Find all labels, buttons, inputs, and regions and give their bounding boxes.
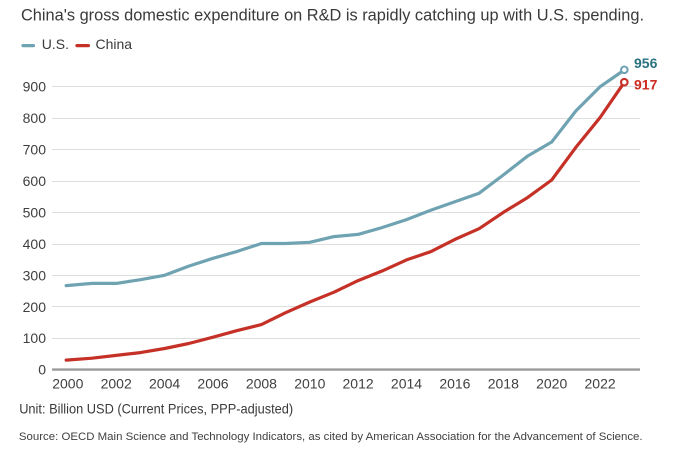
svg-text:China's gross domestic expendi: China's gross domestic expenditure on R&… xyxy=(21,5,644,24)
svg-text:0: 0 xyxy=(38,362,46,378)
svg-text:600: 600 xyxy=(23,173,47,189)
svg-text:2002: 2002 xyxy=(101,375,132,391)
svg-text:2022: 2022 xyxy=(585,375,616,391)
svg-text:2000: 2000 xyxy=(52,375,83,391)
svg-text:China: China xyxy=(96,36,133,52)
svg-text:956: 956 xyxy=(634,55,658,71)
svg-text:Unit: Billion USD (Current Pri: Unit: Billion USD (Current Prices, PPP-a… xyxy=(19,401,293,417)
svg-text:900: 900 xyxy=(23,79,47,95)
svg-text:2010: 2010 xyxy=(294,375,325,391)
svg-text:800: 800 xyxy=(23,110,47,126)
svg-text:2006: 2006 xyxy=(197,375,228,391)
svg-text:2016: 2016 xyxy=(439,375,470,391)
svg-text:917: 917 xyxy=(634,77,658,93)
svg-text:2020: 2020 xyxy=(536,375,567,391)
svg-text:2004: 2004 xyxy=(149,375,180,391)
svg-text:2012: 2012 xyxy=(343,375,374,391)
svg-text:100: 100 xyxy=(23,330,47,346)
svg-text:700: 700 xyxy=(23,142,47,158)
svg-text:200: 200 xyxy=(23,299,47,315)
svg-text:2008: 2008 xyxy=(246,375,277,391)
svg-text:U.S.: U.S. xyxy=(42,36,69,52)
svg-text:2014: 2014 xyxy=(391,375,422,391)
svg-text:500: 500 xyxy=(23,205,47,221)
svg-text:400: 400 xyxy=(23,236,47,252)
svg-text:Source: OECD Main Science and: Source: OECD Main Science and Technology… xyxy=(19,431,643,443)
svg-text:300: 300 xyxy=(23,267,47,283)
svg-text:2018: 2018 xyxy=(488,375,519,391)
